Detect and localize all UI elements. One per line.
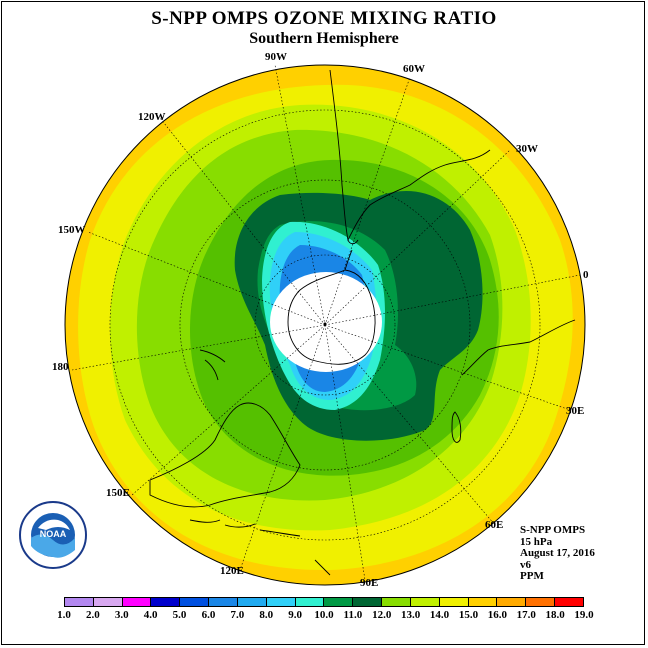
graticule (71, 64, 581, 581)
colorbar-segment (266, 598, 296, 606)
colorbar-tick-label: 12.0 (372, 609, 392, 621)
colorbar-tick-label: 19.0 (574, 609, 594, 621)
info-pressure-level: 15 hPa (520, 535, 553, 548)
lon-label-60e: 60E (485, 519, 503, 531)
lon-label-150e: 150E (106, 487, 130, 499)
colorbar-segment (180, 598, 210, 606)
colorbar-tick-label: 7.0 (230, 609, 245, 621)
colorbar-segment (410, 598, 440, 606)
colorbar-ticks: 1.0 2.0 3.0 4.0 5.0 6.0 7.0 8.0 9.0 10.0 11.0 12.0 1… (52, 609, 598, 623)
colorbar-tick-label: 8.0 (259, 609, 274, 621)
lon-label-150w: 150W (58, 224, 86, 236)
noaa-logo-text: NOAA (40, 529, 67, 539)
lon-label-180: 180 (52, 361, 69, 373)
colorbar-tick-label: 11.0 (343, 609, 363, 621)
colorbar-segment (295, 598, 325, 606)
map-title: S-NPP OMPS OZONE MIXING RATIO (151, 8, 497, 29)
south-pole-marker (323, 322, 327, 326)
ozone-field (65, 65, 585, 585)
colorbar-tick-label: 18.0 (545, 609, 565, 621)
colorbar-segment (526, 598, 556, 606)
colorbar-tick-label: 2.0 (86, 609, 100, 621)
colorbar-tick-label: 9.0 (288, 609, 302, 621)
colorbar-segment (555, 598, 583, 606)
colorbar-segment (324, 598, 354, 606)
map-boundary (64, 64, 586, 586)
lon-label-90w: 90W (265, 51, 287, 63)
info-satellite: S-NPP OMPS (520, 524, 586, 536)
colorbar-tick-label: 14.0 (429, 609, 450, 621)
colorbar-segment (439, 598, 469, 606)
lon-label-120w: 120W (138, 111, 166, 123)
colorbar-segment (209, 598, 238, 606)
map-subtitle: Southern Hemisphere (249, 30, 399, 47)
colorbar-segment (122, 598, 152, 606)
colorbar (64, 597, 584, 607)
colorbar-tick-label: 5.0 (172, 609, 187, 621)
colorbar-tick-label: 3.0 (114, 609, 129, 621)
colorbar-tick-label: 4.0 (143, 609, 158, 621)
colorbar-segment (237, 598, 267, 606)
info-units: PPM (520, 570, 544, 582)
lon-label-0: 0 (583, 269, 589, 281)
colorbar-tick-label: 10.0 (314, 609, 334, 621)
lon-label-90e: 90E (360, 577, 378, 589)
colorbar-segment (497, 598, 527, 606)
info-date: August 17, 2016 (520, 547, 595, 559)
lon-label-30e: 30E (566, 405, 584, 417)
colorbar-segment (382, 598, 411, 606)
colorbar-tick-label: 15.0 (458, 609, 479, 621)
lon-label-60w: 60W (403, 63, 425, 75)
noaa-logo: NOAA (19, 501, 87, 569)
info-block: S-NPP OMPS 15 hPa August 17, 2016 v6 PPM (520, 524, 595, 583)
colorbar-segment (353, 598, 383, 606)
colorbar-tick-label: 17.0 (516, 609, 536, 621)
colorbar-tick-label: 1.0 (57, 609, 71, 621)
colorbar-segment (151, 598, 181, 606)
colorbar-segment (468, 598, 498, 606)
lon-label-30w: 30W (516, 143, 538, 155)
colorbar-segment (65, 598, 94, 606)
colorbar-segment (93, 598, 123, 606)
colorbar-tick-label: 16.0 (487, 609, 507, 621)
colorbar-tick-label: 6.0 (201, 609, 216, 621)
polar-night-mask (270, 272, 382, 372)
colorbar-tick-label: 13.0 (401, 609, 421, 621)
info-version: v6 (520, 558, 531, 571)
coastlines (149, 69, 576, 576)
lon-label-120e: 120E (220, 565, 244, 577)
